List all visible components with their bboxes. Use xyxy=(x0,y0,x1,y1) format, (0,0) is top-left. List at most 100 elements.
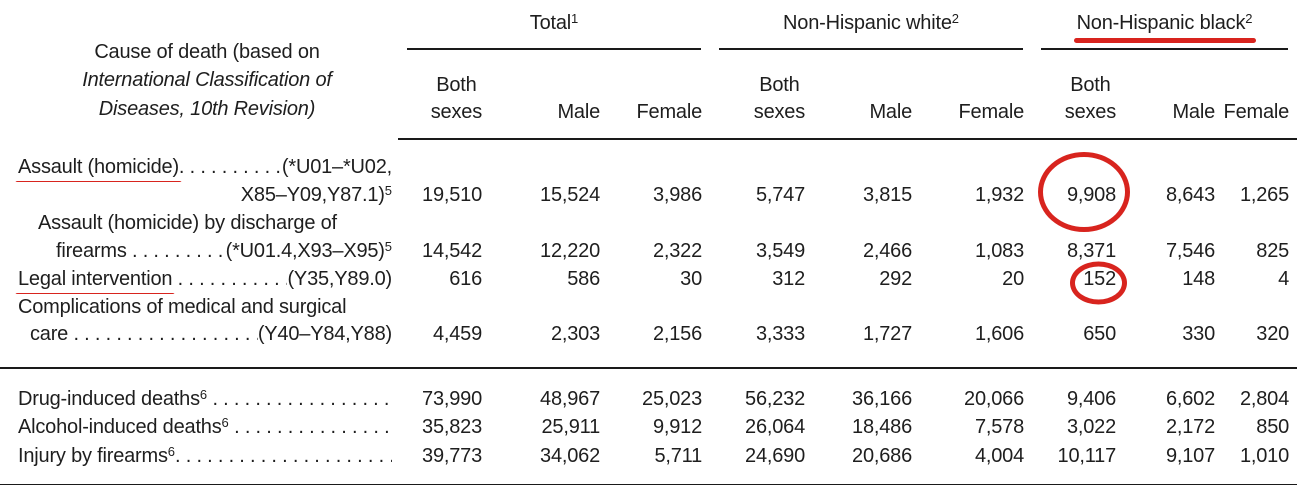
row-label-text: Injury by firearms6 xyxy=(18,443,176,467)
stub-heading-line-2: International Classification of xyxy=(82,69,332,92)
value-cell xyxy=(608,210,710,238)
value-cell: 15,524 xyxy=(540,183,600,206)
value-cell: 4 xyxy=(1278,268,1290,290)
table-row: Complications of medical and surgical xyxy=(0,294,1297,322)
group-label-non-hispanic-black: Non-Hispanic black2 xyxy=(1077,11,1253,34)
value-cell xyxy=(1124,210,1223,238)
table-row: Legal intervention . . . . . . . . . . .… xyxy=(0,261,1297,305)
row-label: firearms . . . . . . . . . . . . . . . .… xyxy=(0,238,398,267)
value-cell: 3,986 xyxy=(652,183,703,206)
row-label: care . . . . . . . . . . . . . . . . . .… xyxy=(0,321,398,368)
value-cell xyxy=(608,139,710,182)
stub-heading-line-3: Diseases, 10th Revision) xyxy=(98,97,316,120)
value-cell: 3,815 xyxy=(862,183,913,206)
value-cell: 330 xyxy=(1182,323,1216,345)
value-cell: 30 xyxy=(680,268,703,290)
value-cell: 616 xyxy=(449,268,482,290)
value-cell: 25,911 xyxy=(541,416,601,438)
subheader-nhw-male: Male xyxy=(813,50,921,140)
row-label: Legal intervention . . . . . . . . . . .… xyxy=(0,266,398,294)
value-cell: 14,542 xyxy=(422,239,482,262)
value-cell: 18,486 xyxy=(852,416,913,438)
value-cell: 2,172 xyxy=(1165,416,1216,438)
value-cell: 9,908 xyxy=(1032,151,1131,232)
value-cell xyxy=(920,210,1032,238)
table-row: Alcohol-induced deaths6 . . . . . . . . … xyxy=(0,414,1297,443)
group-label-non-hispanic-white: Non-Hispanic white2 xyxy=(783,11,959,34)
dot-leader: . . . . . . . . . . . . . . . . . . . . … xyxy=(175,444,392,467)
footnote-marker: 6 xyxy=(221,415,229,430)
footnote-marker: 5 xyxy=(384,182,392,198)
value-cell: 292 xyxy=(879,268,913,290)
value-cell xyxy=(1223,294,1297,322)
value-cell: 10,117 xyxy=(1057,444,1117,467)
value-cell: 36,166 xyxy=(813,366,921,414)
row-label-text: Complications of medical and surgical xyxy=(18,295,347,318)
value-cell: 35,823 xyxy=(422,416,482,438)
footnote-marker-1: 1 xyxy=(571,11,579,26)
table-body-supplemental: Drug-induced deaths6 . . . . . . . . . .… xyxy=(0,366,1297,485)
row-label: Injury by firearms6. . . . . . . . . . .… xyxy=(0,443,398,485)
icd-code: (Y35,Y89.0) xyxy=(287,268,392,290)
value-cell: 825 xyxy=(1256,239,1290,262)
value-cell: 3,333 xyxy=(755,323,806,345)
value-cell xyxy=(710,294,813,322)
value-cell xyxy=(398,294,490,322)
value-cell: 3,549 xyxy=(755,239,806,262)
dot-leader: . . . . . . . . . . . . . . . . . . . . … xyxy=(177,268,288,290)
value-cell: 5,711 xyxy=(654,444,703,467)
row-label-text: firearms xyxy=(56,239,127,262)
value-cell xyxy=(608,294,710,322)
value-cell: 20,066 xyxy=(920,366,1033,414)
row-label-text: Alcohol-induced deaths6 xyxy=(18,415,229,438)
table-row: X85–Y09,Y87.1)5 19,510 15,524 3,986 5,747 3,8… xyxy=(0,151,1297,232)
subheader-nhb-both-sexes: Both sexes xyxy=(1032,50,1125,140)
column-group-header-total: Total1 xyxy=(398,0,710,50)
footnote-marker: 5 xyxy=(384,238,392,254)
value-cell: 2,303 xyxy=(550,323,600,345)
value-cell: 26,064 xyxy=(745,416,806,438)
value-cell: 73,990 xyxy=(398,366,490,414)
column-group-header-non-hispanic-black: Non-Hispanic black2 xyxy=(1032,0,1297,50)
value-cell xyxy=(813,139,920,182)
value-cell: 7,546 xyxy=(1165,239,1216,262)
table-row: Assault (homicide). . . . . . . . . . . … xyxy=(0,139,1297,182)
value-cell xyxy=(920,294,1032,322)
value-cell: 9,912 xyxy=(652,416,703,438)
value-cell xyxy=(1032,139,1124,182)
icd-code: (Y40–Y84,Y88) xyxy=(257,323,392,345)
value-cell: 39,773 xyxy=(422,444,482,467)
value-cell xyxy=(710,210,813,238)
value-cell xyxy=(490,210,608,238)
value-cell xyxy=(398,210,490,238)
value-cell xyxy=(1032,294,1124,322)
row-label-text-red-underlined: Assault (homicide) xyxy=(15,154,182,182)
value-cell: 2,322 xyxy=(652,239,703,262)
subheader-sexes-text: sexes xyxy=(1064,101,1117,123)
table-row: Drug-induced deaths6 . . . . . . . . . .… xyxy=(0,366,1297,414)
row-label-text: care xyxy=(30,323,69,345)
value-cell: 9,406 xyxy=(1032,366,1125,414)
value-cell xyxy=(1124,139,1223,182)
value-cell: 2,466 xyxy=(862,239,913,262)
row-label: Drug-induced deaths6 . . . . . . . . . .… xyxy=(0,366,398,414)
value-cell: 152 xyxy=(1032,261,1128,305)
subheader-nhw-both-sexes: Both sexes xyxy=(710,50,814,140)
row-label: Alcohol-induced deaths6 . . . . . . . . … xyxy=(0,414,398,443)
value-cell: 24,690 xyxy=(745,444,806,467)
subheader-sexes-text: sexes xyxy=(430,101,482,123)
subheader-nhb-female: Female xyxy=(1223,50,1297,140)
value-cell xyxy=(1223,210,1297,238)
value-cell: 20,686 xyxy=(852,444,913,467)
column-group-header-row: Cause of death (based on International C… xyxy=(0,0,1297,120)
value-cell: 148 xyxy=(1182,268,1216,290)
value-cell: 8,371 xyxy=(1066,239,1117,262)
value-cell xyxy=(813,294,920,322)
value-cell: 19,510 xyxy=(422,183,482,206)
footnote-marker: 6 xyxy=(167,443,176,459)
group-label-total: Total1 xyxy=(530,11,579,34)
value-cell: 8,643 xyxy=(1165,183,1216,206)
subheader-total-both-sexes: Both sexes xyxy=(398,50,490,140)
value-cell: 1,010 xyxy=(1239,444,1290,467)
